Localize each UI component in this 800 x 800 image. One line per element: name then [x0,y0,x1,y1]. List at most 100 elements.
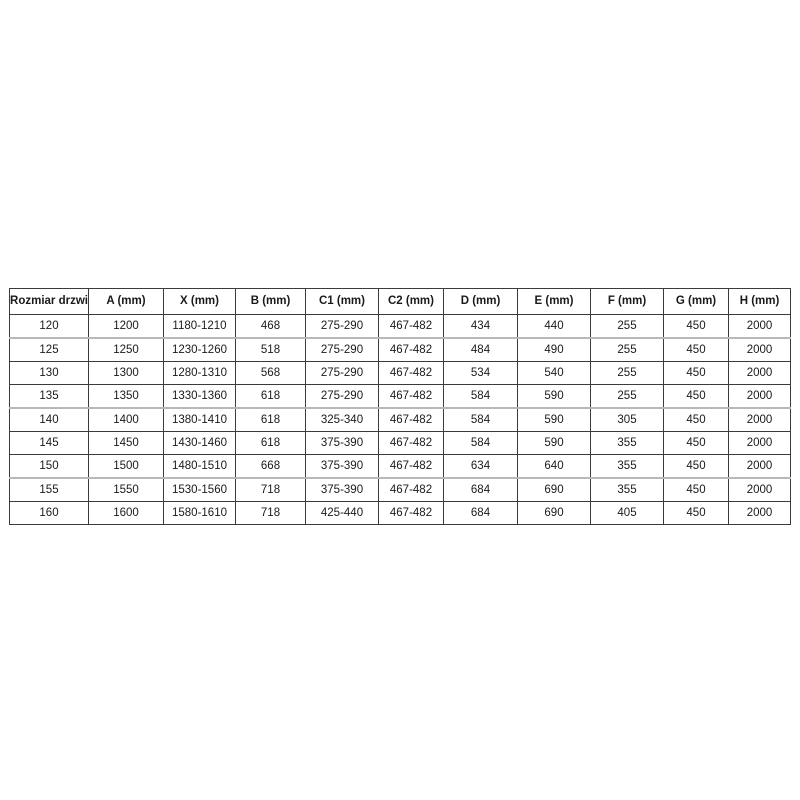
table-cell: 684 [443,501,518,525]
column-header-1: A (mm) [88,288,164,315]
table-cell: 135 [9,384,89,409]
table-cell: 618 [235,384,306,409]
table-cell: 1350 [88,384,164,409]
table-cell: 375-390 [305,454,379,479]
table-cell: 467-482 [378,431,444,455]
table-row: 150 1500 1480-1510 668 375-390 467-482 634 640 3… [9,454,791,479]
column-header-0: Rozmiar drzwi [9,288,89,315]
table-cell: 1280-1310 [163,361,236,385]
table-cell: 140 [9,408,89,432]
table-cell: 2000 [728,431,791,455]
table-cell: 255 [590,361,664,385]
table-cell: 255 [590,384,664,409]
table-cell: 1480-1510 [163,454,236,479]
table-cell: 450 [663,454,729,479]
table-cell: 450 [663,314,729,339]
table-body: 120 1200 1180-1210 468 275-290 467-482 434 440 2… [9,314,791,525]
table-cell: 2000 [728,338,791,362]
table-row: 130 1300 1280-1310 568 275-290 467-482 534 540 2… [9,361,791,385]
table-cell: 450 [663,501,729,525]
column-header-7: E (mm) [517,288,591,315]
specification-table-container: Rozmiar drzwi A (mm) X (mm) B (mm) C1 (mm) C2… [9,288,791,525]
table-cell: 275-290 [305,361,379,385]
table-cell: 1300 [88,361,164,385]
table-cell: 1380-1410 [163,408,236,432]
table-cell: 450 [663,431,729,455]
table-row: 125 1250 1230-1260 518 275-290 467-482 484 490 2… [9,338,791,362]
table-cell: 375-390 [305,431,379,455]
table-cell: 684 [443,478,518,502]
column-header-8: F (mm) [590,288,664,315]
table-cell: 2000 [728,314,791,339]
table-cell: 467-482 [378,384,444,409]
table-cell: 1450 [88,431,164,455]
table-cell: 534 [443,361,518,385]
table-cell: 155 [9,478,89,502]
table-cell: 160 [9,501,89,525]
table-cell: 450 [663,478,729,502]
table-cell: 1580-1610 [163,501,236,525]
table-cell: 2000 [728,408,791,432]
table-cell: 255 [590,338,664,362]
table-cell: 440 [517,314,591,339]
table-cell: 584 [443,431,518,455]
table-row: 135 1350 1330-1360 618 275-290 467-482 584 590 2… [9,384,791,409]
table-cell: 718 [235,501,306,525]
table-cell: 275-290 [305,314,379,339]
table-row: 120 1200 1180-1210 468 275-290 467-482 434 440 2… [9,314,791,339]
table-cell: 467-482 [378,338,444,362]
table-cell: 467-482 [378,478,444,502]
table-cell: 690 [517,478,591,502]
table-row: 160 1600 1580-1610 718 425-440 467-482 684 690 4… [9,501,791,525]
table-cell: 484 [443,338,518,362]
table-cell: 125 [9,338,89,362]
column-header-4: C1 (mm) [305,288,379,315]
table-cell: 1430-1460 [163,431,236,455]
table-cell: 1400 [88,408,164,432]
table-cell: 467-482 [378,408,444,432]
table-row: 140 1400 1380-1410 618 325-340 467-482 584 590 3… [9,408,791,432]
table-cell: 568 [235,361,306,385]
column-header-6: D (mm) [443,288,518,315]
table-cell: 640 [517,454,591,479]
table-cell: 1180-1210 [163,314,236,339]
table-cell: 584 [443,408,518,432]
table-cell: 490 [517,338,591,362]
table-cell: 425-440 [305,501,379,525]
table-row: 145 1450 1430-1460 618 375-390 467-482 584 590 3… [9,431,791,455]
column-header-5: C2 (mm) [378,288,444,315]
table-cell: 325-340 [305,408,379,432]
table-cell: 355 [590,478,664,502]
table-cell: 2000 [728,361,791,385]
table-cell: 1230-1260 [163,338,236,362]
table-cell: 467-482 [378,501,444,525]
table-cell: 434 [443,314,518,339]
table-cell: 255 [590,314,664,339]
table-cell: 1530-1560 [163,478,236,502]
table-cell: 690 [517,501,591,525]
table-cell: 468 [235,314,306,339]
table-cell: 590 [517,384,591,409]
table-cell: 634 [443,454,518,479]
table-cell: 450 [663,384,729,409]
column-header-10: H (mm) [728,288,791,315]
table-cell: 145 [9,431,89,455]
table-cell: 130 [9,361,89,385]
table-cell: 450 [663,361,729,385]
table-cell: 355 [590,454,664,479]
table-cell: 405 [590,501,664,525]
door-size-specification-table: Rozmiar drzwi A (mm) X (mm) B (mm) C1 (mm) C2… [9,288,791,525]
table-header: Rozmiar drzwi A (mm) X (mm) B (mm) C1 (mm) C2… [9,288,791,315]
table-cell: 718 [235,478,306,502]
table-cell: 540 [517,361,591,385]
table-cell: 590 [517,431,591,455]
column-header-2: X (mm) [163,288,236,315]
table-cell: 467-482 [378,314,444,339]
table-cell: 518 [235,338,306,362]
table-cell: 305 [590,408,664,432]
table-cell: 590 [517,408,591,432]
table-cell: 150 [9,454,89,479]
column-header-9: G (mm) [663,288,729,315]
table-cell: 275-290 [305,384,379,409]
table-cell: 1550 [88,478,164,502]
